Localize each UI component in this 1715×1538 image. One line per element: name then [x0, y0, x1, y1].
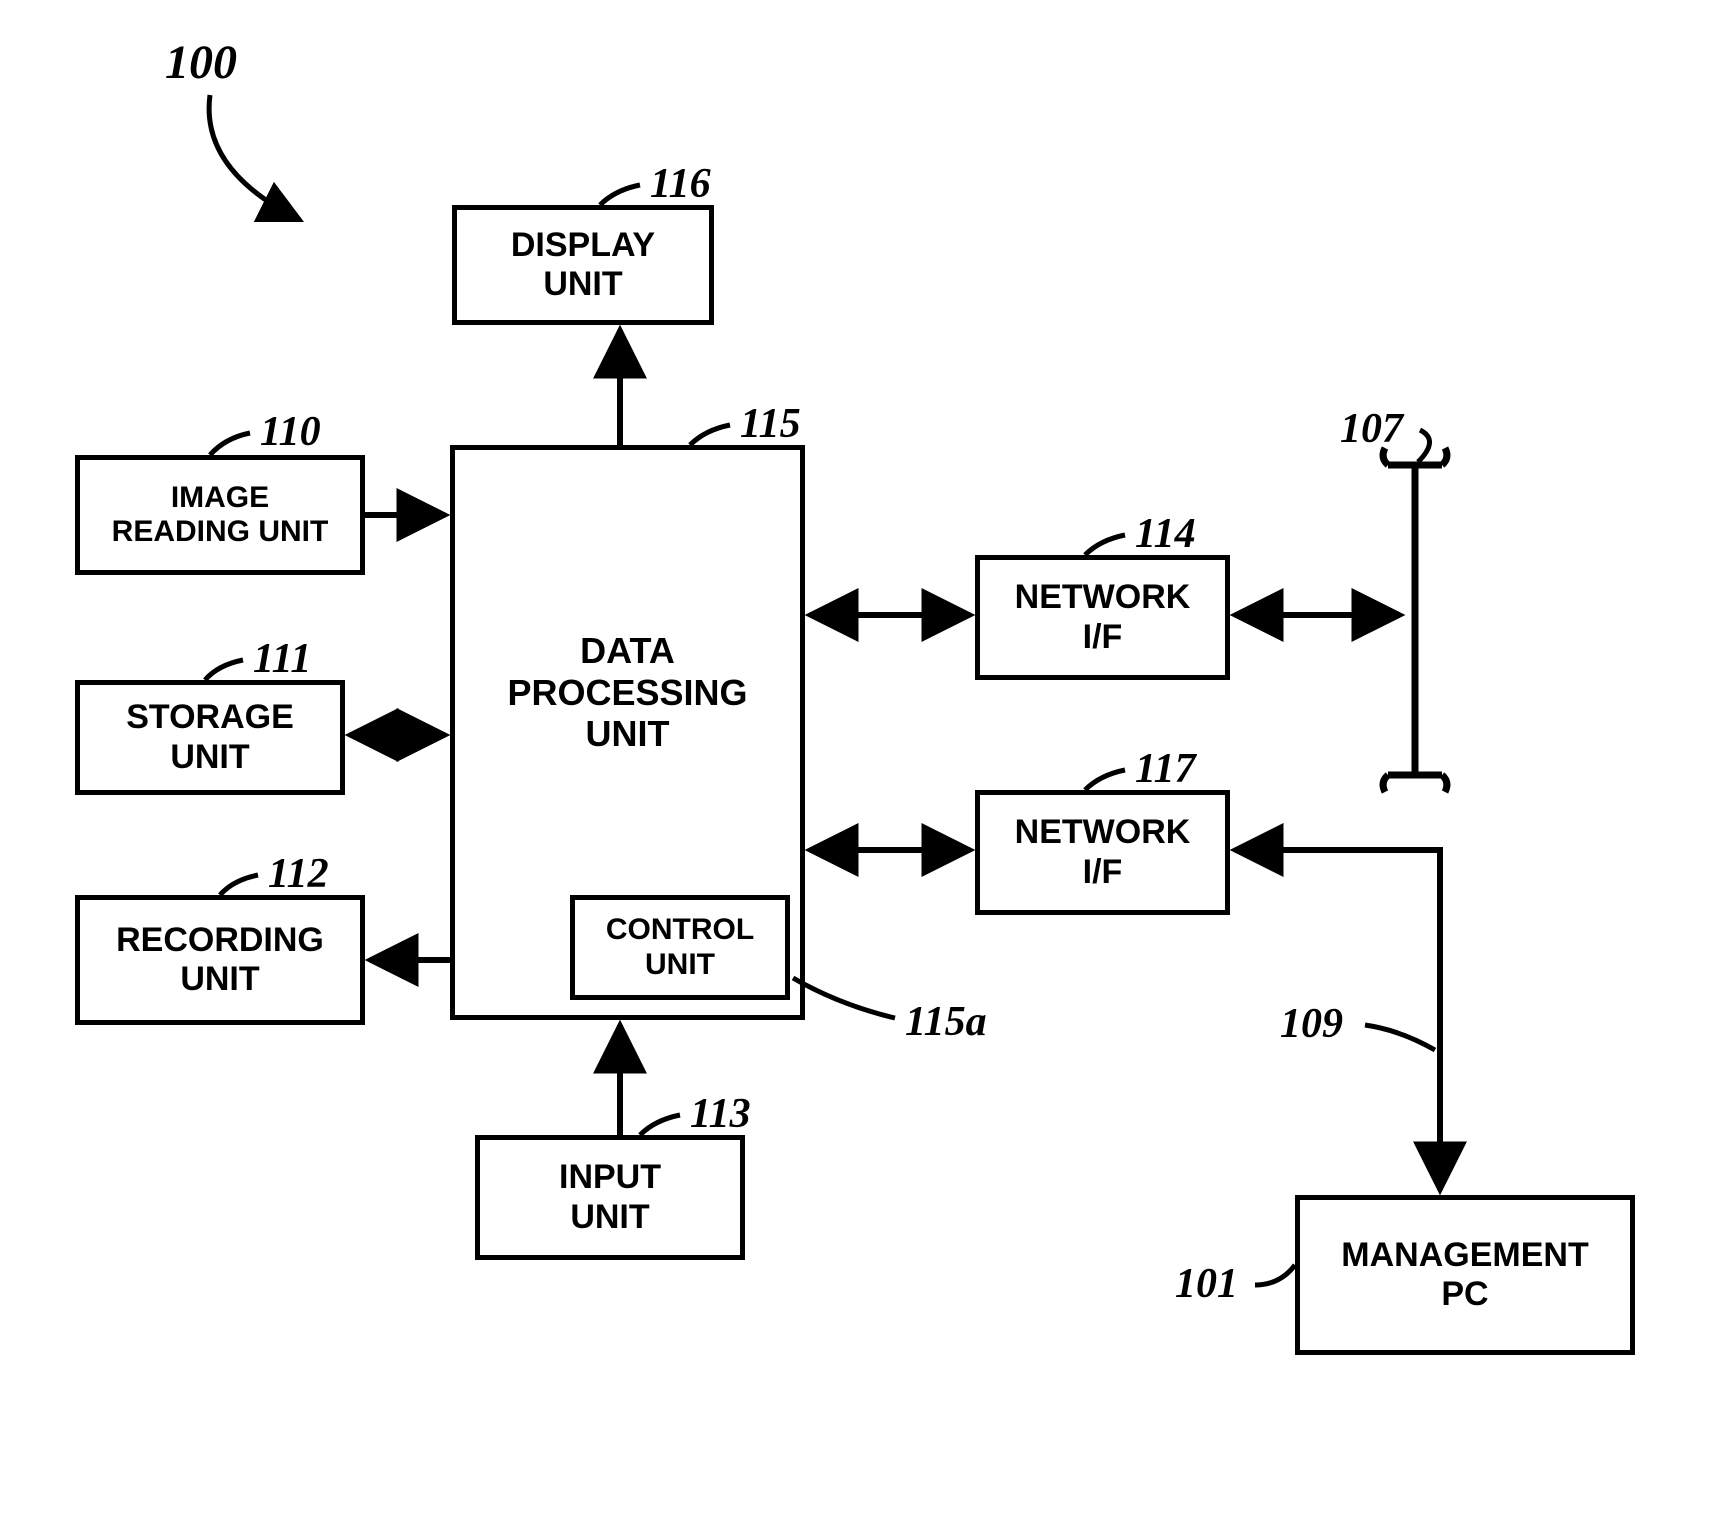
box-label: CONTROLUNIT — [606, 913, 754, 982]
ref-label-109: 109 — [1280, 1000, 1343, 1048]
ptr-115 — [690, 425, 730, 445]
ptr-113 — [640, 1115, 680, 1135]
ref-label-101: 101 — [1175, 1260, 1238, 1308]
ref-label-116: 116 — [650, 160, 711, 208]
box-label: MANAGEMENTPC — [1341, 1236, 1588, 1314]
box-recording-unit: RECORDINGUNIT — [75, 895, 365, 1025]
ref-label-117: 117 — [1135, 745, 1196, 793]
ptr-116 — [600, 185, 640, 205]
ptr-117 — [1085, 770, 1125, 790]
box-image-reading-unit: IMAGEREADING UNIT — [75, 455, 365, 575]
ptr-110 — [210, 433, 250, 455]
ref-label-110: 110 — [260, 408, 321, 456]
box-label: NETWORKI/F — [1015, 813, 1191, 891]
box-display-unit: DISPLAYUNIT — [452, 205, 714, 325]
diagram-canvas: DISPLAYUNIT IMAGEREADING UNIT STORAGEUNI… — [0, 0, 1715, 1538]
box-label: NETWORKI/F — [1015, 578, 1191, 656]
box-label: DISPLAYUNIT — [511, 226, 655, 304]
ptr-114 — [1085, 535, 1125, 555]
ptr-107 — [1418, 430, 1430, 462]
bus-107 — [1383, 448, 1447, 792]
ref-label-107: 107 — [1340, 405, 1403, 453]
ptr-100 — [209, 95, 300, 220]
ref-label-115a: 115a — [905, 998, 987, 1046]
ptr-101 — [1255, 1265, 1295, 1285]
box-label: RECORDINGUNIT — [116, 921, 324, 999]
box-label: INPUTUNIT — [559, 1158, 661, 1236]
box-management-pc: MANAGEMENTPC — [1295, 1195, 1635, 1355]
box-label: STORAGEUNIT — [126, 698, 294, 776]
ref-label-112: 112 — [268, 850, 329, 898]
box-input-unit: INPUTUNIT — [475, 1135, 745, 1260]
ptr-111 — [205, 660, 243, 680]
box-label: IMAGEREADING UNIT — [112, 481, 329, 550]
pointer-curves — [205, 95, 1435, 1285]
ref-label-111: 111 — [253, 635, 311, 683]
box-control-unit: CONTROLUNIT — [570, 895, 790, 1000]
box-network-if-2: NETWORKI/F — [975, 790, 1230, 915]
box-storage-unit: STORAGEUNIT — [75, 680, 345, 795]
ref-label-113: 113 — [690, 1090, 751, 1138]
ptr-109 — [1365, 1025, 1435, 1050]
box-network-if-1: NETWORKI/F — [975, 555, 1230, 680]
ref-label-100: 100 — [165, 35, 237, 90]
ref-label-114: 114 — [1135, 510, 1196, 558]
box-label: DATAPROCESSINGUNIT — [507, 630, 747, 754]
ptr-112 — [220, 875, 258, 895]
ptr-115a — [793, 978, 895, 1018]
ref-label-115: 115 — [740, 400, 801, 448]
